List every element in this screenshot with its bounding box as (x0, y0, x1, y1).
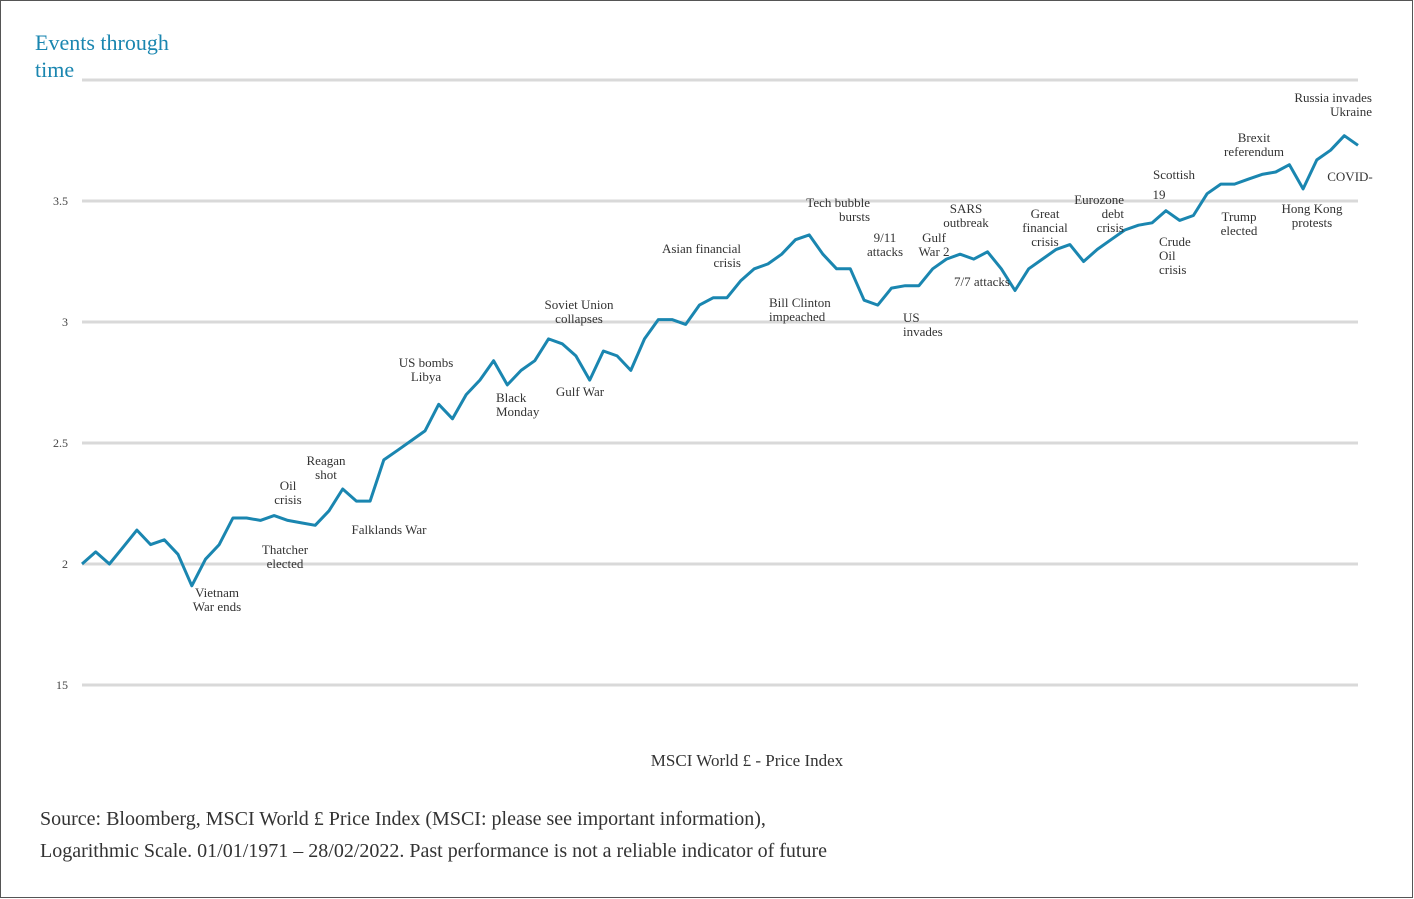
y-tick-label: 2 (62, 557, 68, 571)
event-annotation: Trump (1222, 209, 1257, 224)
event-annotation: Tech bubble (806, 195, 870, 210)
price-line (81, 134, 1359, 588)
event-annotation: Falklands War (352, 522, 428, 537)
event-annotation: crisis (1159, 262, 1186, 277)
event-annotation: Monday (496, 404, 540, 419)
event-annotation: US (903, 310, 920, 325)
event-annotation: Reagan (307, 453, 346, 468)
event-annotation: invades (903, 324, 943, 339)
event-annotation: crisis (714, 255, 741, 270)
event-annotation: COVID- (1327, 169, 1373, 184)
event-annotation: Eurozone (1074, 192, 1124, 207)
y-tick-label: 3.5 (53, 194, 68, 208)
event-annotation: debt (1102, 206, 1125, 221)
y-tick-label: 2.5 (53, 436, 68, 450)
event-annotation: Black (496, 390, 527, 405)
event-annotation: War ends (193, 599, 241, 614)
event-annotation: financial (1022, 220, 1068, 235)
event-annotation: Vietnam (195, 585, 239, 600)
y-tick-label: 15 (56, 678, 68, 692)
event-annotation: bursts (839, 209, 870, 224)
event-annotation: collapses (555, 311, 603, 326)
event-annotation: War 2 (918, 244, 949, 259)
event-annotation: Crude (1159, 234, 1191, 249)
event-annotation: crisis (1031, 234, 1058, 249)
event-annotation: Soviet Union (545, 297, 614, 312)
event-annotation: Libya (411, 369, 442, 384)
event-annotation: Oil (1159, 248, 1176, 263)
event-annotation: Oil (280, 478, 297, 493)
event-annotation: Brexit (1238, 130, 1271, 145)
event-annotation: Thatcher (262, 542, 309, 557)
event-annotation: impeached (769, 309, 826, 324)
event-annotation: Great (1031, 206, 1060, 221)
y-tick-label: 3 (62, 315, 68, 329)
event-annotation: shot (315, 467, 337, 482)
event-annotation: 19 (1153, 187, 1166, 202)
source-note: Source: Bloomberg, MSCI World £ Price In… (40, 808, 766, 830)
event-annotation: Ukraine (1330, 104, 1372, 119)
event-annotation: referendum (1224, 144, 1284, 159)
event-annotation: Hong Kong (1281, 201, 1343, 216)
event-annotation: SARS (950, 201, 983, 216)
event-annotation: Gulf (922, 230, 947, 245)
x-axis-label: MSCI World £ - Price Index (651, 751, 844, 770)
event-annotation: crisis (274, 492, 301, 507)
source-note: Logarithmic Scale. 01/01/1971 – 28/02/20… (40, 840, 827, 862)
event-annotation: Gulf War (556, 384, 605, 399)
event-annotation: US bombs (399, 355, 454, 370)
event-annotation: Scottish (1153, 167, 1195, 182)
event-annotation: Russia invades (1294, 90, 1372, 105)
event-annotation: protests (1292, 215, 1332, 230)
chart-title: Events through (35, 30, 169, 55)
event-annotation: crisis (1097, 220, 1124, 235)
event-annotation: 7/7 attacks (954, 274, 1010, 289)
event-annotation: elected (1221, 223, 1258, 238)
event-annotation: Bill Clinton (769, 295, 831, 310)
event-annotation: attacks (867, 244, 903, 259)
event-annotation: Asian financial (662, 241, 741, 256)
event-annotation: outbreak (943, 215, 989, 230)
event-annotation: 9/11 (874, 230, 897, 245)
event-annotation: elected (267, 556, 304, 571)
chart-title: time (35, 57, 74, 82)
